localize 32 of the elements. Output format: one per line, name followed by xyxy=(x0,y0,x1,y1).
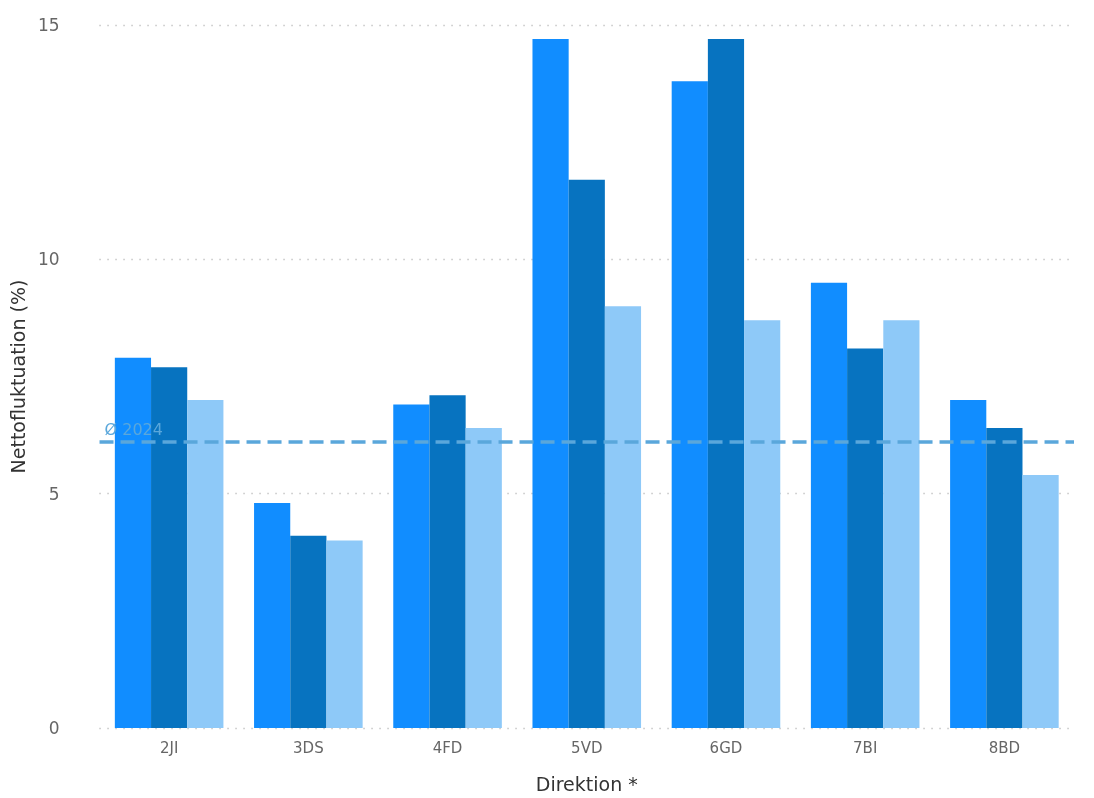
bar xyxy=(568,179,605,728)
bar xyxy=(883,320,920,728)
y-tick-label: 15 xyxy=(37,15,60,35)
x-tick-label: 5VD xyxy=(571,738,603,757)
bar xyxy=(187,399,224,728)
x-tick-label: 3DS xyxy=(293,738,324,757)
bar xyxy=(429,395,466,728)
x-tick-label: 2JI xyxy=(159,738,179,757)
x-tick-label: 6GD xyxy=(709,738,743,757)
bar xyxy=(950,399,987,728)
bar xyxy=(986,428,1023,728)
bar xyxy=(707,39,745,728)
y-tick-label: 5 xyxy=(48,483,60,504)
bar xyxy=(254,503,291,728)
x-tick-label: 4FD xyxy=(432,738,463,757)
x-tick-label: 8BD xyxy=(988,738,1021,757)
bar xyxy=(810,282,848,728)
y-tick-label: 10 xyxy=(37,249,60,270)
bar xyxy=(847,348,884,728)
x-tick-label: 7BI xyxy=(853,738,878,757)
y-tick-label: 0 xyxy=(48,718,60,738)
y-axis-title: Nettofluktuation (%) xyxy=(6,279,29,474)
bar xyxy=(465,428,502,728)
bar xyxy=(326,540,363,728)
bar xyxy=(604,306,642,728)
bar xyxy=(532,39,569,728)
bar xyxy=(393,404,430,728)
bar xyxy=(671,81,708,728)
bar xyxy=(1022,474,1059,728)
bar xyxy=(290,535,327,728)
bar xyxy=(744,320,781,728)
x-axis-title: Direktion * xyxy=(535,772,638,795)
